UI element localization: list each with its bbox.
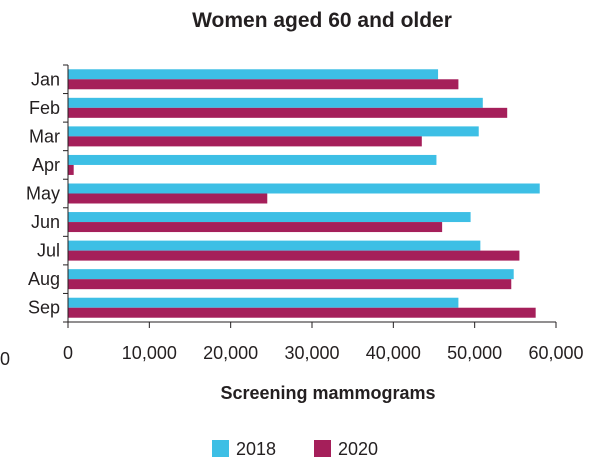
bar-apr-2018	[68, 154, 437, 165]
category-labels: Jan Feb Mar Apr May Jun Jul Aug Sep	[26, 69, 60, 317]
category-label-may: May	[26, 184, 60, 204]
bar-sep-2020	[68, 307, 536, 318]
category-label-jun: Jun	[31, 212, 60, 232]
x-tick-label: 30,000	[284, 343, 339, 363]
bars-group	[68, 69, 540, 318]
bar-sep-2018	[68, 297, 459, 308]
bar-apr-2020	[68, 164, 74, 175]
legend: 2018 2020	[212, 439, 378, 459]
category-label-mar: Mar	[29, 126, 60, 146]
bar-jun-2020	[68, 222, 443, 233]
bar-may-2018	[68, 183, 540, 194]
axes-group	[63, 64, 557, 328]
x-tick-label: 0	[63, 343, 73, 363]
legend-label-2018: 2018	[236, 439, 276, 459]
x-tick-label: 10,000	[122, 343, 177, 363]
x-tick-label-extra: 0	[0, 349, 10, 369]
bar-mar-2018	[68, 126, 479, 137]
chart-title: Women aged 60 and older	[192, 9, 452, 32]
legend-swatch-2018	[212, 440, 229, 457]
category-label-apr: Apr	[32, 155, 60, 175]
bar-may-2020	[68, 193, 268, 204]
bar-jun-2018	[68, 212, 471, 223]
bar-aug-2018	[68, 269, 514, 280]
bar-aug-2020	[68, 279, 512, 290]
x-tick-label: 40,000	[366, 343, 421, 363]
x-axis-label: Screening mammograms	[220, 383, 435, 403]
category-label-feb: Feb	[29, 98, 60, 118]
category-label-jan: Jan	[31, 69, 60, 89]
legend-label-2020: 2020	[338, 439, 378, 459]
legend-swatch-2020	[314, 440, 331, 457]
bar-jul-2018	[68, 240, 481, 251]
bar-feb-2018	[68, 97, 483, 108]
category-label-aug: Aug	[28, 269, 60, 289]
bar-jan-2018	[68, 69, 439, 80]
x-tick-labels: 0 10,000 20,000 30,000 40,000 50,000 60,000 0	[0, 343, 584, 369]
x-tick-label: 50,000	[447, 343, 502, 363]
bar-mar-2020	[68, 136, 422, 147]
bar-feb-2020	[68, 107, 508, 118]
category-label-sep: Sep	[28, 298, 60, 318]
category-label-jul: Jul	[37, 241, 60, 261]
bar-jan-2020	[68, 79, 459, 90]
bar-jul-2020	[68, 250, 520, 261]
x-tick-label: 60,000	[528, 343, 583, 363]
x-tick-label: 20,000	[203, 343, 258, 363]
